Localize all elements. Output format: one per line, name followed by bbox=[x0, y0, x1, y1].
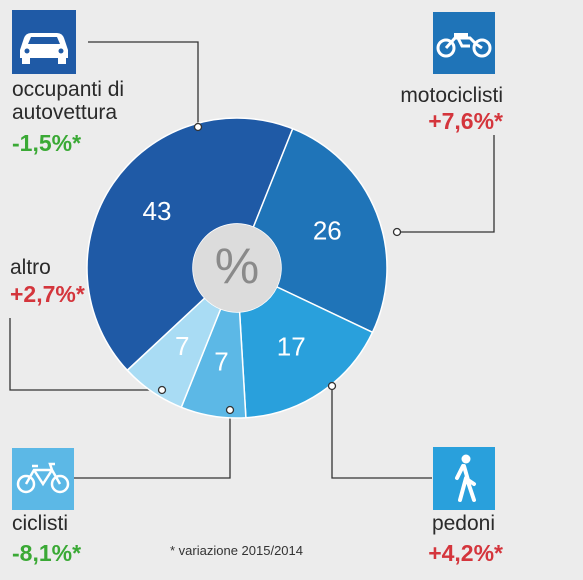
data-label: 43 bbox=[143, 196, 172, 226]
connector-dot bbox=[157, 385, 167, 395]
category-label: altro bbox=[10, 256, 51, 279]
connector-dot bbox=[193, 122, 203, 132]
data-label: 26 bbox=[313, 215, 342, 245]
change-label: -8,1%* bbox=[12, 540, 82, 566]
connector bbox=[331, 386, 432, 479]
connectors bbox=[9, 41, 495, 479]
pedestrian-icon bbox=[433, 447, 495, 510]
data-label: 7 bbox=[175, 331, 189, 361]
category-label: occupanti di autovettura bbox=[12, 78, 125, 124]
connector-dot bbox=[225, 405, 235, 415]
donut: 43 26 17 77% bbox=[86, 117, 402, 419]
change-label: +4,2%* bbox=[428, 540, 503, 566]
connector bbox=[9, 318, 162, 391]
category-label: motociclisti bbox=[400, 84, 503, 107]
data-label: 17 bbox=[277, 331, 306, 361]
motorcycle-icon bbox=[433, 12, 495, 74]
data-label: 7 bbox=[214, 347, 228, 377]
connector bbox=[397, 135, 495, 233]
center-label: % bbox=[215, 238, 259, 294]
category-label: pedoni bbox=[431, 512, 495, 535]
category-label: ciclisti bbox=[12, 512, 68, 535]
car-icon bbox=[12, 10, 76, 74]
change-label: +2,7%* bbox=[10, 281, 85, 307]
change-label: -1,5%* bbox=[12, 130, 82, 156]
center-circle bbox=[193, 224, 281, 312]
change-label: +7,6%* bbox=[428, 108, 503, 134]
connector-dot bbox=[327, 381, 337, 391]
connector bbox=[72, 410, 231, 479]
bicycle-icon bbox=[12, 448, 74, 510]
footnote: * variazione 2015/2014 bbox=[170, 543, 303, 558]
connector-dot bbox=[392, 227, 402, 237]
connector bbox=[88, 41, 199, 127]
